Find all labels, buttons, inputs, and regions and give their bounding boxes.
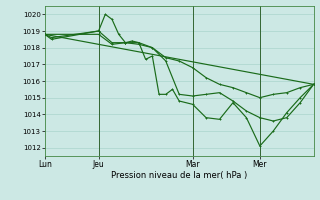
X-axis label: Pression niveau de la mer( hPa ): Pression niveau de la mer( hPa ) <box>111 171 247 180</box>
